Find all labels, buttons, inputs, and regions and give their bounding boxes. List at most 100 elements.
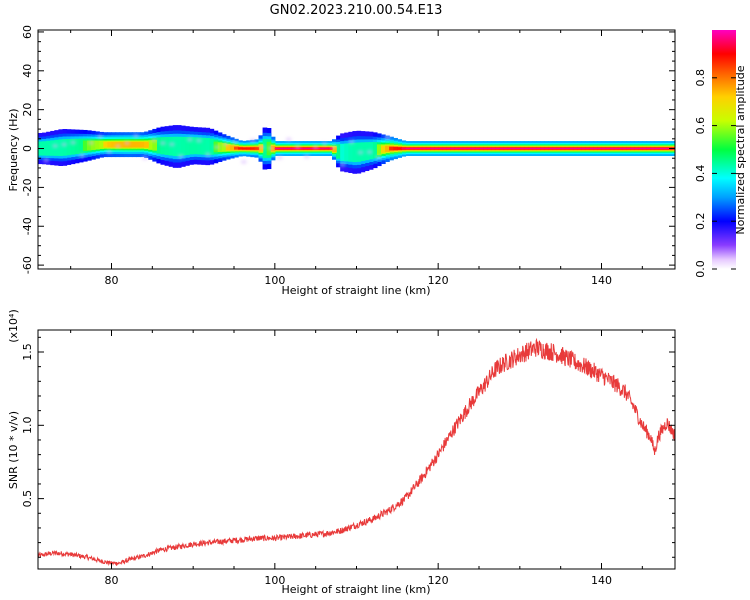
spectrogram-cell — [479, 147, 484, 150]
spectrogram-cell — [630, 147, 635, 150]
spectrogram-speckle — [276, 155, 283, 160]
spectrogram-cell — [352, 142, 358, 163]
spectrogram-xlabel: Height of straight line (km) — [281, 284, 430, 297]
spectrogram-cell — [82, 140, 88, 151]
spectrogram-cell — [303, 147, 309, 150]
y-tick-label: 1.0 — [21, 417, 34, 435]
spectrogram-cell — [340, 143, 345, 162]
y-tick-label: 1.5 — [21, 343, 34, 361]
spectrogram-cell — [229, 145, 235, 151]
y-tick-label: -20 — [21, 178, 34, 196]
snr-line-layer — [38, 337, 675, 567]
spectrogram-cell — [201, 137, 207, 155]
x-tick-label: 100 — [264, 574, 285, 587]
spectrogram-cell — [50, 140, 55, 156]
spectrogram-cell — [299, 147, 305, 150]
spectrogram-cell — [450, 147, 456, 150]
y-tick-label: 0.5 — [21, 490, 34, 508]
spectrogram-speckle — [106, 149, 113, 154]
spectrogram-cell — [389, 146, 394, 151]
figure-title: GN02.2023.210.00.54.E13 — [270, 3, 443, 18]
spectrogram-cell — [156, 137, 162, 154]
spectrogram-speckle — [375, 155, 382, 160]
spectrogram-speckle — [321, 142, 328, 147]
snr-scale-label: (x10⁴) — [7, 309, 20, 343]
spectrogram-cell — [164, 136, 170, 155]
spectrogram-cell — [548, 147, 554, 150]
spectrogram-cell — [515, 147, 521, 150]
x-tick-label: 120 — [428, 274, 449, 287]
spectrogram-cell — [495, 147, 501, 150]
spectrogram-cell — [348, 143, 354, 162]
spectrogram-speckle — [285, 137, 292, 142]
x-tick-label: 80 — [105, 574, 119, 587]
spectrogram-cell — [319, 147, 325, 150]
spectrogram-cell — [572, 147, 578, 150]
spectrogram-cell — [185, 136, 190, 155]
spectrogram-cell — [148, 140, 153, 150]
snr-series-line — [38, 337, 675, 567]
x-tick-label: 80 — [105, 274, 119, 287]
spectrogram-cell — [376, 144, 382, 156]
spectrogram-cell — [532, 147, 537, 150]
spectrogram-cell — [593, 147, 599, 150]
spectrogram-speckle — [303, 154, 310, 159]
colorbar: 0.0 0.2 0.4 0.6 0.8 Normalized spectral ampl… — [694, 30, 747, 278]
spectrogram-cell — [278, 147, 284, 150]
y-tick-label: 40 — [21, 64, 34, 78]
spectrogram-speckle — [195, 138, 202, 143]
spectrogram-cell — [430, 147, 435, 150]
spectrogram-cell — [283, 147, 288, 150]
spectrogram-cell — [638, 147, 643, 150]
spectrogram-speckle — [141, 156, 148, 161]
spectrogram-cell — [238, 147, 243, 150]
spectrogram-cell — [483, 147, 488, 150]
spectrogram-cell — [523, 147, 529, 150]
colorbar-tick-label: 0.0 — [694, 260, 707, 278]
spectrogram-cell — [176, 136, 182, 157]
spectrogram-cell — [95, 140, 100, 150]
spectrogram-cell — [127, 141, 133, 148]
y-tick-label: 20 — [21, 103, 34, 117]
spectrogram-cell — [136, 141, 141, 148]
spectrogram-cell — [405, 147, 411, 150]
spectrogram-cell — [385, 145, 390, 152]
spectrogram-speckle — [115, 144, 122, 149]
spectrogram-cell — [413, 147, 419, 150]
spectrogram-speckle — [384, 135, 391, 140]
spectrogram-cell — [597, 147, 603, 150]
spectrogram-cell — [344, 143, 349, 162]
spectrogram-cell — [91, 140, 96, 150]
spectrogram-speckle — [79, 153, 86, 158]
spectrogram-cell — [662, 147, 668, 150]
colorbar-tick-label: 0.2 — [694, 212, 707, 230]
spectrogram-cell — [209, 138, 215, 155]
spectrogram-cell — [617, 147, 623, 150]
spectrogram-cell — [144, 141, 149, 148]
spectrogram-speckle — [240, 159, 247, 164]
x-tick-label: 140 — [591, 574, 612, 587]
spectrogram-speckle — [150, 138, 157, 143]
spectrogram-cell — [262, 139, 268, 159]
spectrogram-cell — [54, 139, 60, 156]
spectrogram-cell — [180, 136, 186, 156]
spectrogram-cell — [315, 147, 321, 150]
spectrogram-cell — [160, 137, 166, 155]
spectrogram-speckle — [258, 145, 265, 150]
spectrogram-cell — [646, 147, 652, 150]
spectrogram-cell — [336, 144, 341, 159]
colorbar-gradient — [712, 30, 736, 269]
spectrogram-speckle — [177, 154, 184, 159]
spectrogram-cell — [66, 138, 72, 156]
spectrogram-cell — [221, 143, 227, 152]
spectrogram-speckle — [159, 141, 166, 146]
spectrogram-cell — [111, 141, 117, 148]
spectrogram-cell — [519, 147, 525, 150]
y-tick-label: -60 — [21, 256, 34, 274]
y-tick-label: 60 — [21, 25, 34, 39]
spectrogram-cell — [528, 147, 533, 150]
spectrogram-speckle — [168, 142, 175, 147]
spectrogram-cell — [323, 147, 329, 150]
spectrogram-speckle — [88, 140, 95, 145]
spectrogram-cell — [585, 147, 590, 150]
